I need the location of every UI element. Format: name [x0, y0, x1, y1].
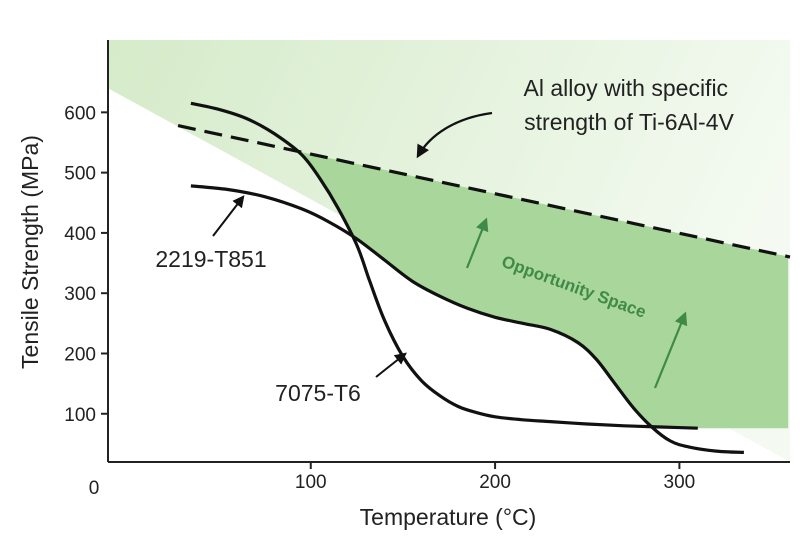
series-label-7075: 7075-T6: [275, 380, 361, 406]
y-tick-label: 600: [64, 103, 96, 124]
series-7075-t6-line: [190, 101, 698, 430]
y-tick-label: 200: [64, 344, 96, 365]
series-label-2219: 2219-T851: [155, 246, 266, 272]
ti-alloy-annotation: Al alloy with specific strength of Ti-6A…: [524, 75, 735, 135]
ti-alloy-annotation-line-1: Al alloy with specific: [524, 75, 729, 101]
y-axis-title: Tensile Strength (MPa): [17, 135, 43, 369]
series-2219-t851-line: [190, 184, 744, 454]
series-label-2219-arrow: [212, 195, 245, 237]
x-axis-title: Temperature (°C): [360, 504, 537, 530]
ti-alloy-annotation-line-2: strength of Ti-6Al-4V: [524, 109, 734, 135]
y-tick-label: 300: [64, 284, 96, 305]
origin-label: 0: [89, 478, 100, 499]
ti-alloy-annotation-arrow: [416, 111, 493, 159]
x-tick-label: 200: [479, 472, 511, 493]
y-tick-label: 100: [64, 405, 96, 426]
x-tick-label: 300: [664, 472, 696, 493]
y-tick-label: 500: [64, 164, 96, 185]
series-ti-equivalent-dashed-line: [177, 124, 791, 259]
opportunity-arrow-left: [465, 217, 489, 269]
y-tick-label: 400: [64, 224, 96, 245]
opportunity-arrow-right: [653, 311, 688, 389]
x-tick-label: 100: [295, 472, 327, 493]
series-label-7075-arrow: [375, 352, 407, 378]
